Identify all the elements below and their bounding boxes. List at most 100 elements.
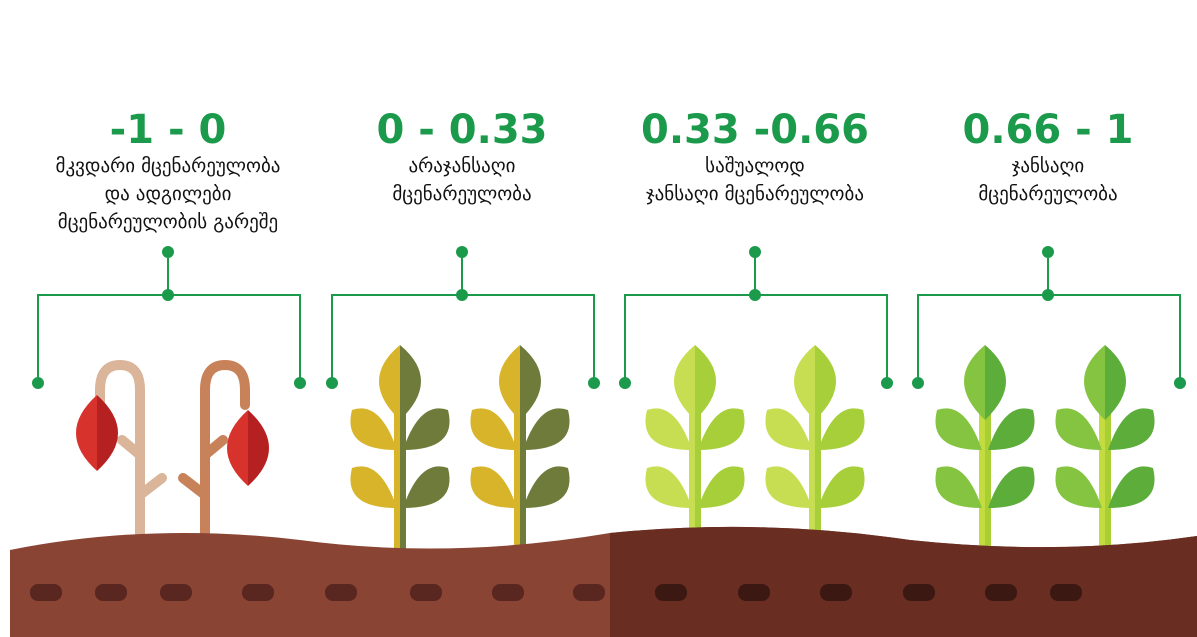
leaf	[985, 345, 1006, 420]
soil-dash	[985, 584, 1017, 601]
bracket-dot	[619, 377, 631, 389]
leaf	[403, 408, 450, 450]
leaf	[520, 345, 541, 420]
soil	[0, 500, 1197, 637]
labels: -1 - 0მკვდარი მცენარეულობა და ადგილები მცე…	[32, 107, 1186, 389]
bracket-line	[918, 252, 1180, 383]
description-line: ჯანსაღი	[1012, 155, 1085, 177]
leaf	[523, 408, 570, 450]
description-line: ჯანსაღი მცენარეულობა	[646, 183, 864, 205]
range-label: -1 - 0	[110, 107, 227, 153]
leaf	[935, 408, 982, 450]
soil-dash	[410, 584, 442, 601]
leaf-half	[97, 395, 118, 471]
leaf	[698, 408, 745, 450]
bracket-line	[332, 252, 594, 383]
infographic: -1 - 0მკვდარი მცენარეულობა და ადგილები მცე…	[0, 0, 1197, 637]
soil-dash	[30, 584, 62, 601]
bracket	[625, 252, 887, 383]
leaf	[499, 345, 520, 420]
bracket-dot	[1174, 377, 1186, 389]
leaf	[1084, 345, 1105, 420]
soil-dash	[242, 584, 274, 601]
leaf	[645, 408, 692, 450]
leaf-half	[76, 395, 97, 471]
leaf	[794, 345, 815, 420]
soil-dash	[1050, 584, 1082, 601]
leaf	[1055, 408, 1102, 450]
bracket	[332, 252, 594, 383]
leaf	[350, 466, 397, 508]
leaf	[988, 466, 1035, 508]
plants	[76, 345, 1155, 555]
leaf	[350, 408, 397, 450]
description-line: და ადგილები	[105, 183, 232, 205]
leaf	[818, 408, 865, 450]
description-line: არაჯანსაღი	[409, 155, 516, 177]
soil-dash	[655, 584, 687, 601]
bracket-dot	[326, 377, 338, 389]
leaf	[379, 345, 400, 420]
leaf	[1108, 466, 1155, 508]
bracket	[38, 252, 300, 383]
bracket-dot	[1042, 246, 1054, 258]
bracket-dot	[588, 377, 600, 389]
range-label: 0.66 - 1	[963, 107, 1134, 153]
plant	[350, 345, 449, 555]
leaf	[470, 466, 517, 508]
bracket-line	[625, 252, 887, 383]
bracket-dot	[294, 377, 306, 389]
bracket-dot	[456, 246, 468, 258]
leaf	[1105, 345, 1126, 420]
bracket-dot	[912, 377, 924, 389]
soil-dash	[903, 584, 935, 601]
range-label: 0.33 -0.66	[641, 107, 869, 153]
leaf	[935, 466, 982, 508]
bracket-dot	[749, 289, 761, 301]
bracket-dot	[456, 289, 468, 301]
description-line: საშუალოდ	[705, 155, 805, 177]
plant	[765, 345, 864, 555]
leaf	[1108, 408, 1155, 450]
leaf-half	[227, 410, 248, 486]
bracket	[918, 252, 1180, 383]
leaf	[818, 466, 865, 508]
leaf	[765, 408, 812, 450]
leaf	[964, 345, 985, 420]
description-line: მცენარეულობის გარეშე	[58, 211, 278, 233]
leaf	[645, 466, 692, 508]
bracket-dot	[32, 377, 44, 389]
plant	[935, 345, 1034, 555]
bracket-line	[38, 252, 300, 383]
description-line: მცენარეულობა	[392, 183, 531, 205]
leaf	[815, 345, 836, 420]
soil-dash	[95, 584, 127, 601]
leaf	[674, 345, 695, 420]
soil-dash	[820, 584, 852, 601]
soil-dash	[573, 584, 605, 601]
description-line: მკვდარი მცენარეულობა	[56, 155, 281, 177]
soil-dash	[738, 584, 770, 601]
leaf	[403, 466, 450, 508]
bracket-dot	[162, 289, 174, 301]
leaf	[523, 466, 570, 508]
bracket-dot	[1042, 289, 1054, 301]
plant	[470, 345, 569, 555]
leaf	[76, 395, 118, 471]
range-label: 0 - 0.33	[377, 107, 548, 153]
soil-dash	[492, 584, 524, 601]
leaf	[988, 408, 1035, 450]
bracket-dot	[881, 377, 893, 389]
leaf	[695, 345, 716, 420]
leaf	[1055, 466, 1102, 508]
soil-dash	[325, 584, 357, 601]
plant	[645, 345, 744, 555]
leaf	[227, 410, 269, 486]
leaf	[765, 466, 812, 508]
soil-dash	[160, 584, 192, 601]
leaf	[470, 408, 517, 450]
leaf	[400, 345, 421, 420]
leaf-half	[248, 410, 269, 486]
leaf	[698, 466, 745, 508]
bracket-dot	[749, 246, 761, 258]
